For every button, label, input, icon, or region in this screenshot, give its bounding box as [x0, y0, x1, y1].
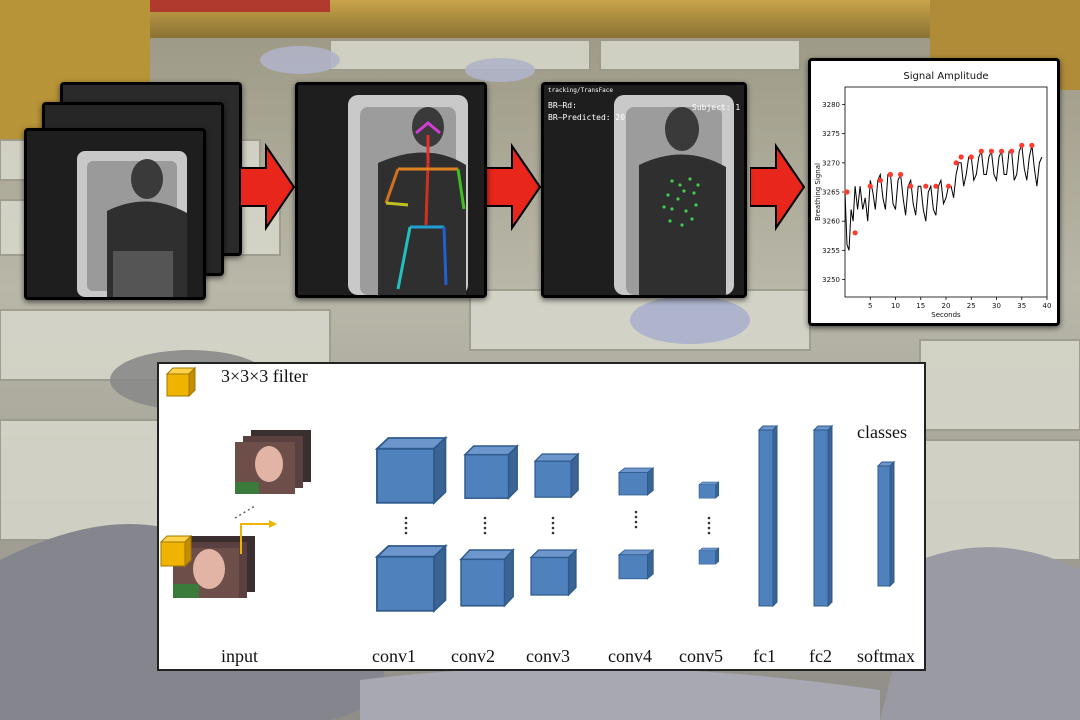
- input-frame: [24, 128, 206, 300]
- y-tick-label: 3280: [822, 101, 840, 109]
- br-label: BR–Rd:: [548, 101, 577, 110]
- peak-point: [852, 230, 858, 236]
- y-tick-label: 3270: [822, 159, 840, 167]
- fc2-block: [812, 424, 834, 608]
- chest-tracking-image: [544, 85, 744, 295]
- layer-label-input: input: [221, 646, 259, 666]
- peak-point: [958, 154, 964, 160]
- x-tick-label: 10: [891, 302, 900, 310]
- filter-label: 3×3×3 filter: [221, 366, 308, 386]
- filter-legend-icon: [165, 366, 197, 398]
- x-tick-label: 5: [868, 302, 872, 310]
- peak-point: [887, 171, 894, 178]
- peak-point: [908, 183, 914, 189]
- sleeping-subject-image: [27, 131, 203, 297]
- cnn-diagram: 3×3×3 filter classes input conv1 conv2 c…: [157, 362, 926, 671]
- peak-point: [844, 189, 850, 195]
- y-tick-label: 3275: [822, 130, 840, 138]
- peak-point: [877, 177, 883, 183]
- layer-label-conv3: conv3: [526, 646, 570, 666]
- conv3-bottom-block: [530, 549, 577, 596]
- peak-point: [1009, 148, 1015, 154]
- peak-point: [1029, 142, 1035, 148]
- x-tick-label: 40: [1043, 302, 1052, 310]
- layer-label-softmax: softmax: [857, 646, 915, 666]
- peak-point: [953, 160, 959, 166]
- conv5-bottom-block: [698, 547, 720, 565]
- conv2-top-block: [464, 445, 518, 499]
- conv3-top-block: [534, 453, 579, 498]
- chest-tracking-frame: tracking/TransFace BR–Rd: BR–Predicted: …: [541, 82, 747, 298]
- conv4-bottom-block: [618, 549, 654, 580]
- br-predicted-label: BR–Predicted: 20: [548, 113, 626, 122]
- cnn-graphic: [159, 366, 896, 612]
- peak-point: [998, 148, 1005, 154]
- conv5-top-block: [698, 481, 720, 499]
- y-tick-label: 3250: [822, 276, 840, 284]
- peak-point: [923, 183, 929, 189]
- peak-point: [933, 183, 939, 189]
- fc1-block: [757, 424, 779, 608]
- peak-point: [897, 171, 904, 178]
- y-tick-label: 3260: [822, 218, 840, 226]
- flow-arrow-3: [750, 142, 806, 232]
- x-tick-label: 15: [916, 302, 925, 310]
- classes-label: classes: [857, 422, 907, 442]
- layer-label-conv5: conv5: [679, 646, 723, 666]
- x-tick-label: 25: [967, 302, 976, 310]
- layer-label-fc1: fc1: [753, 646, 776, 666]
- peak-point: [1019, 142, 1025, 148]
- pose-estimation-frame: [295, 82, 487, 298]
- conv2-bottom-block: [460, 549, 514, 607]
- tracking-label: tracking/TransFace: [548, 87, 614, 94]
- signal-chart-panel: Signal Amplitude Seconds Breathing Signal 5…: [808, 58, 1060, 326]
- softmax-block: [876, 460, 896, 588]
- filter-cube: [159, 534, 193, 568]
- x-tick-label: 35: [1017, 302, 1026, 310]
- input-image-stack-top: [235, 430, 311, 494]
- conv4-top-block: [618, 467, 654, 496]
- plot-frame: [844, 86, 1048, 298]
- y-tick-label: 3255: [822, 247, 840, 255]
- peak-point: [945, 183, 952, 189]
- chart-title: Signal Amplitude: [903, 71, 988, 82]
- layer-label-conv2: conv2: [451, 646, 495, 666]
- layer-label-conv1: conv1: [372, 646, 416, 666]
- x-tick-label: 30: [992, 302, 1001, 310]
- peak-point: [968, 154, 974, 160]
- subject-label: Subject: 1: [692, 103, 741, 112]
- flow-arrow-2: [486, 142, 542, 232]
- y-axis-label: Breathing Signal: [814, 163, 822, 221]
- x-axis-label: Seconds: [931, 311, 961, 319]
- signal-chart: Signal Amplitude Seconds Breathing Signal 5…: [814, 71, 1052, 319]
- layer-label-fc2: fc2: [809, 646, 832, 666]
- peak-point: [867, 183, 873, 189]
- input-image-stack-bottom: [173, 536, 255, 598]
- peak-point: [988, 148, 995, 154]
- layer-label-conv4: conv4: [608, 646, 652, 666]
- conv1-bottom-block: [376, 545, 447, 612]
- flow-arrow-1: [240, 142, 296, 232]
- y-tick-label: 3265: [822, 189, 840, 197]
- conv1-top-block: [376, 437, 447, 504]
- pose-skeleton-image: [298, 85, 484, 295]
- x-tick-label: 20: [942, 302, 951, 310]
- signal-series-line: [844, 143, 1043, 251]
- peak-point: [978, 148, 984, 154]
